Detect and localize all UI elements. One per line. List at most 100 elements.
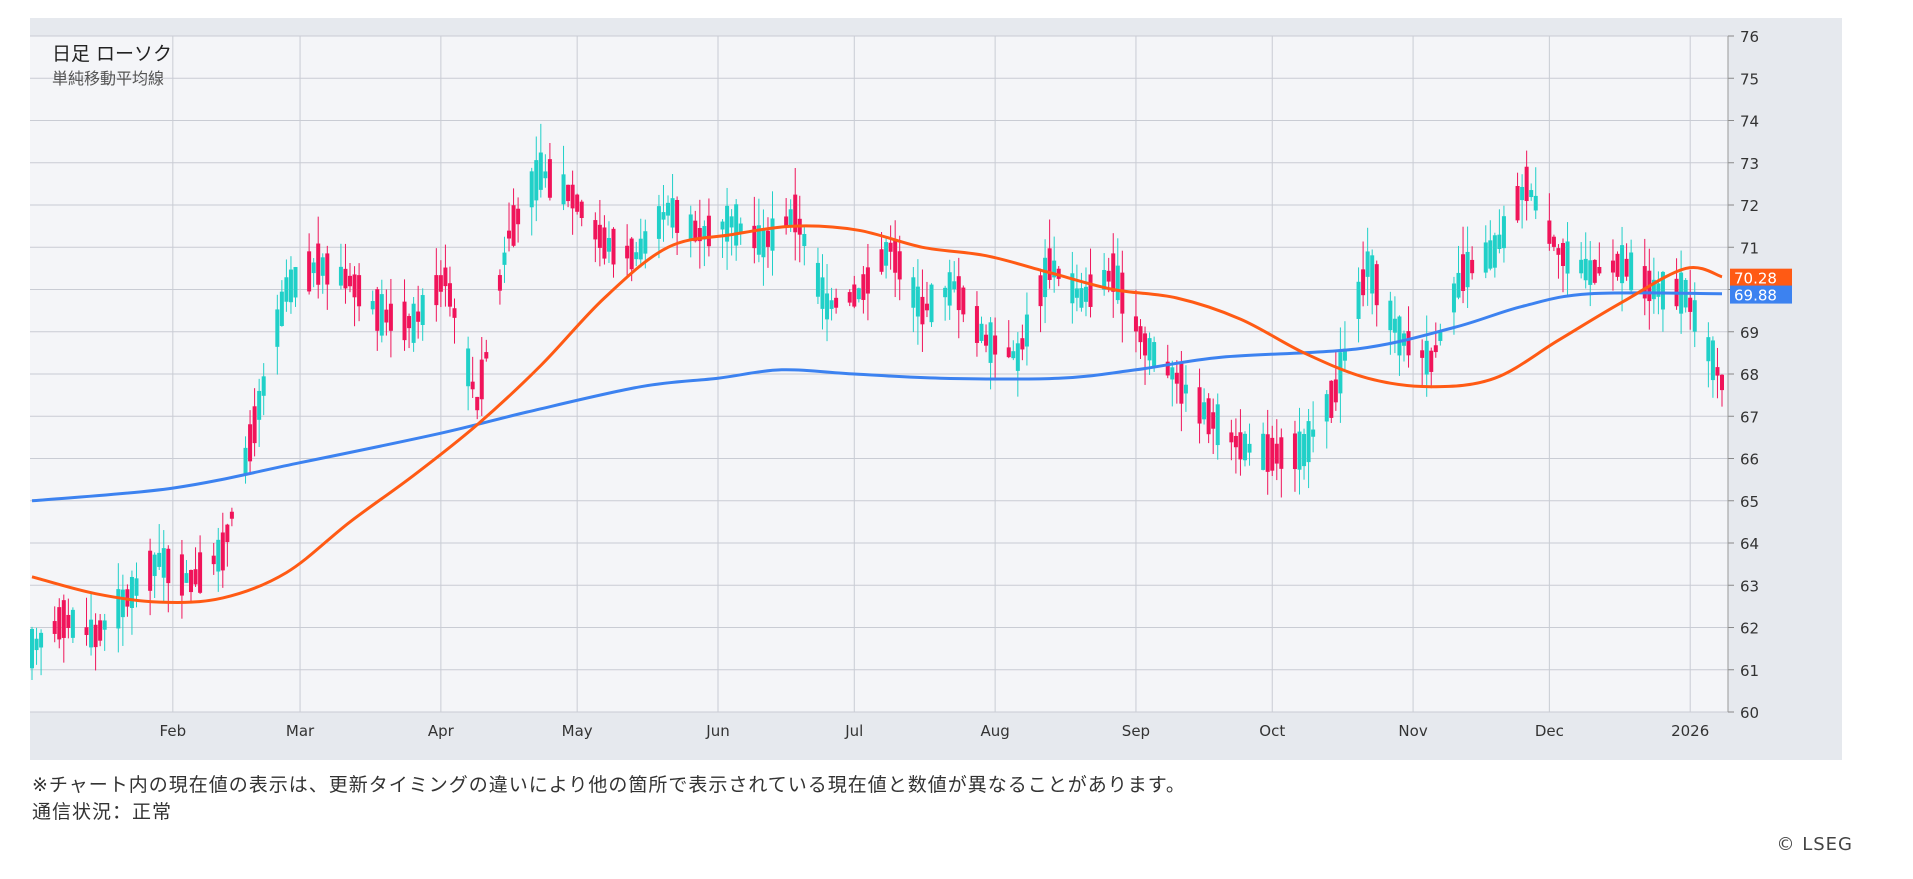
x-tick-label: 2026 <box>1671 722 1709 740</box>
candle-down <box>566 184 571 202</box>
candle-down <box>1420 350 1425 358</box>
candle-up <box>720 221 725 230</box>
candle-up <box>656 206 661 239</box>
candle-up <box>120 589 125 618</box>
candle-up <box>1070 273 1075 304</box>
candle-down <box>1270 437 1275 471</box>
candle-up <box>1115 265 1120 301</box>
candle-down <box>479 359 484 400</box>
candle-down <box>1038 275 1043 307</box>
x-tick-label: Nov <box>1398 722 1427 740</box>
candle-up <box>1183 384 1188 394</box>
y-tick-label: 76 <box>1740 28 1759 46</box>
candle-down <box>416 311 421 322</box>
x-tick-label: Jul <box>844 722 863 740</box>
candle-down <box>847 292 852 303</box>
candle-up <box>1533 195 1538 211</box>
candle-up <box>688 214 693 241</box>
candle-down <box>434 275 439 306</box>
candle-down <box>507 230 512 239</box>
candle-up <box>161 548 166 578</box>
candle-down <box>865 267 870 294</box>
candle-down <box>1206 398 1211 435</box>
candle-up <box>761 228 766 258</box>
chart-subtitle: 単純移動平均線 <box>52 69 164 88</box>
candle-down <box>611 228 616 265</box>
candle-down <box>784 216 789 228</box>
candle-up <box>1392 318 1397 333</box>
candle-down <box>388 303 393 331</box>
candle-up <box>420 295 425 326</box>
candle-up <box>1324 394 1329 422</box>
candle-down <box>1720 374 1724 391</box>
candle-down <box>179 554 184 596</box>
candle-up <box>1147 338 1152 361</box>
candle-up <box>279 291 284 326</box>
candle-down <box>211 555 216 565</box>
candle-down <box>1165 361 1170 376</box>
candle-up <box>929 284 934 323</box>
candle-up <box>184 573 189 583</box>
y-tick-label: 64 <box>1740 535 1759 553</box>
x-tick-label: Aug <box>980 722 1009 740</box>
candle-up <box>1651 279 1656 300</box>
price-chart[interactable]: 6061626364656667686970717273747576FebMar… <box>30 18 1842 760</box>
candle-up <box>915 286 920 317</box>
candle-up <box>947 272 952 306</box>
candle-down <box>316 243 321 285</box>
candle-up <box>1620 245 1625 284</box>
candle-up <box>1501 216 1506 249</box>
candle-up <box>293 267 298 298</box>
ma-long-line <box>31 291 1723 503</box>
candle-up <box>1629 252 1634 291</box>
candle-up <box>1152 342 1157 367</box>
x-tick-label: Jun <box>705 722 729 740</box>
candle-up <box>102 620 107 630</box>
candle-down <box>897 251 902 280</box>
ma-short-last-value: 70.28 <box>1734 270 1777 288</box>
candle-up <box>370 301 375 310</box>
candle-down <box>52 621 57 634</box>
candle-down <box>1233 435 1238 448</box>
candle-up <box>1488 240 1493 269</box>
candle-up <box>1102 269 1107 290</box>
grid <box>30 35 1728 713</box>
candle-up <box>1043 257 1048 298</box>
candle-down <box>570 184 575 209</box>
candle-up <box>538 152 543 190</box>
candle-down <box>597 224 602 248</box>
candle-down <box>1429 350 1434 372</box>
y-tick-label: 60 <box>1740 704 1759 722</box>
y-tick-label: 72 <box>1740 197 1759 215</box>
candle-down <box>879 249 884 272</box>
candle-up <box>670 198 675 228</box>
candle-down <box>1106 270 1111 282</box>
candle-up <box>543 171 548 179</box>
candle-down <box>1179 363 1184 404</box>
candle-up <box>1660 271 1665 310</box>
candle-up <box>979 323 984 341</box>
candle-up <box>1397 316 1402 356</box>
candle-up <box>1302 433 1307 467</box>
chart-title: 日足 ローソク <box>52 43 172 65</box>
candle-up <box>1565 241 1570 274</box>
y-tick-label: 61 <box>1740 662 1759 680</box>
candle-down <box>1133 316 1138 332</box>
candle-down <box>961 287 966 315</box>
candle-up <box>606 237 611 252</box>
candle-down <box>697 228 702 242</box>
ma-long-last-value: 69.88 <box>1734 287 1777 305</box>
candle-up <box>952 281 957 290</box>
candle-up <box>411 303 416 343</box>
candle-down <box>189 569 194 593</box>
y-tick-label: 74 <box>1740 113 1759 131</box>
ma-short-line <box>31 224 1723 604</box>
candle-down <box>1433 345 1438 353</box>
candle-up <box>911 277 916 308</box>
candle-down <box>384 309 389 323</box>
candle-up <box>661 212 666 220</box>
candle-down <box>752 225 757 249</box>
candle-up <box>243 447 248 474</box>
candle-down <box>475 396 480 411</box>
candle-down <box>1361 269 1366 296</box>
